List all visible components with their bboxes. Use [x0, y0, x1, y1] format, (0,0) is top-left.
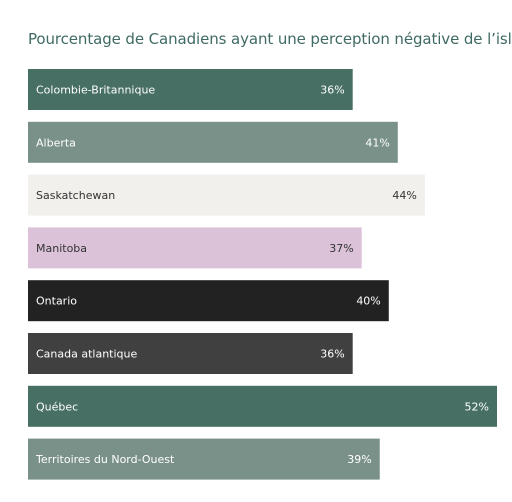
bar — [28, 385, 497, 427]
chart-title: Pourcentage de Canadiens ayant une perce… — [28, 30, 512, 48]
category-label: Manitoba — [36, 242, 87, 255]
category-label: Ontario — [36, 295, 77, 308]
bar — [28, 121, 398, 163]
bar — [28, 333, 353, 374]
data-label: 44% — [392, 189, 416, 202]
category-label: Québec — [36, 400, 78, 413]
bar-group: Saskatchewan 44% — [28, 174, 425, 216]
data-label: 37% — [329, 242, 353, 255]
data-label: 52% — [465, 400, 489, 413]
bar — [28, 174, 425, 216]
category-label: Alberta — [36, 136, 76, 149]
category-label: Canada atlantique — [36, 348, 137, 361]
data-label: 40% — [356, 295, 380, 308]
bar-group: Alberta 41% — [28, 121, 398, 163]
data-label: 39% — [347, 453, 371, 466]
category-label: Territoires du Nord-Ouest — [35, 453, 175, 466]
bar — [28, 438, 380, 480]
bar-group: Territoires du Nord-Ouest 39% — [28, 438, 380, 480]
bar-group: Manitoba 37% — [28, 227, 362, 269]
bar — [28, 227, 362, 269]
data-label: 36% — [320, 348, 344, 361]
bar — [28, 280, 389, 322]
data-label: 36% — [320, 84, 344, 97]
bar-group: Colombie-Britannique 36% — [28, 69, 353, 110]
category-label: Saskatchewan — [36, 189, 115, 202]
category-label: Colombie-Britannique — [36, 84, 155, 97]
data-label: 41% — [365, 136, 389, 149]
bar-group: Canada atlantique 36% — [28, 333, 353, 374]
bar-group: Ontario 40% — [28, 280, 389, 322]
bar — [28, 69, 353, 110]
bar-group: Québec 52% — [28, 385, 497, 427]
